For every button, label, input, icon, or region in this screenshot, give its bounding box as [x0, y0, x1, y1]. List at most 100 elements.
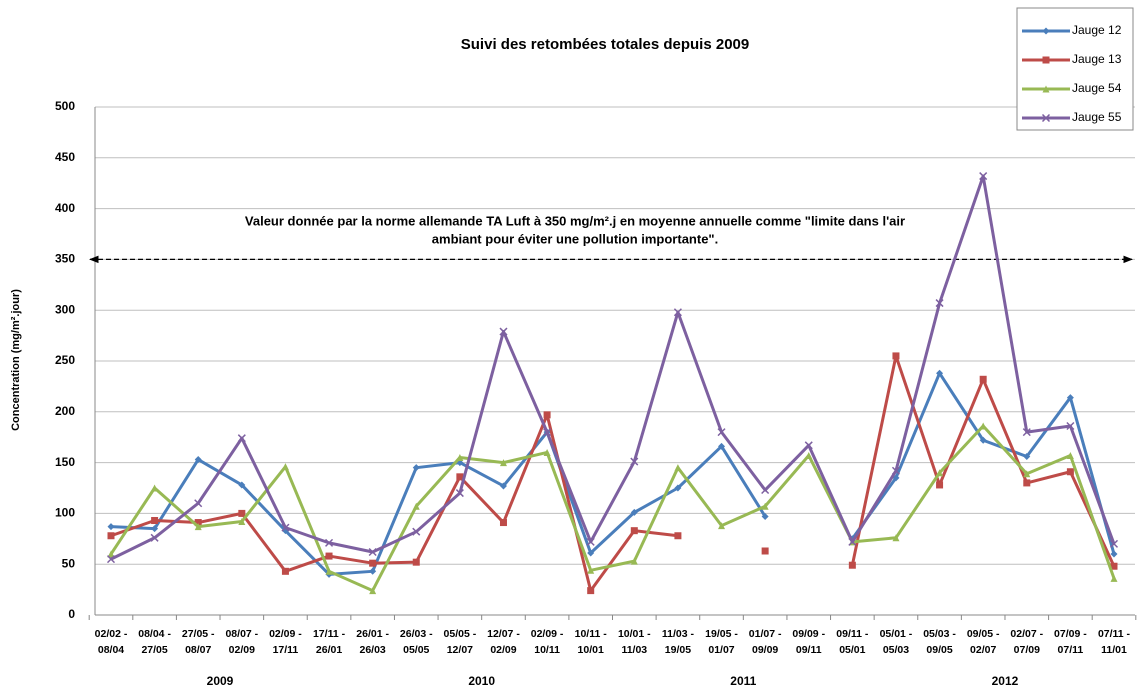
x-tick-label: 09/09 -: [792, 628, 825, 640]
point: [369, 559, 377, 567]
y-axis-label: Concentration (mg/m².jour): [10, 289, 22, 431]
point: [587, 549, 595, 557]
x-tick-label: 07/09 -: [1054, 628, 1087, 640]
point: [107, 550, 115, 558]
x-tick-label: 02/02 -: [95, 628, 128, 640]
point: [1041, 113, 1051, 123]
point: [543, 448, 551, 456]
point: [456, 454, 464, 462]
point: [1109, 539, 1119, 548]
x-tick-label: 09/05: [926, 644, 952, 656]
point: [368, 547, 377, 557]
x-tick-label: 05/01 -: [880, 628, 913, 640]
point: [848, 537, 857, 546]
point: [151, 484, 159, 492]
y-tick-label: 50: [62, 556, 76, 570]
x-tick-label: 10/01 -: [618, 628, 651, 640]
x-tick-label: 08/07 -: [225, 628, 258, 640]
point: [281, 567, 289, 575]
point: [369, 587, 377, 595]
series-line: [110, 174, 1116, 561]
point: [936, 469, 944, 477]
point: [151, 525, 159, 533]
point: [237, 434, 246, 443]
point: [586, 537, 595, 546]
x-tick-label: 09/11 -: [836, 628, 869, 640]
point: [238, 481, 246, 489]
x-tick-label: 08/07: [185, 644, 211, 656]
point: [979, 422, 987, 430]
point: [499, 482, 507, 490]
x-tick-label: 26/03 -: [400, 628, 433, 640]
series-line: [109, 424, 1116, 593]
x-tick-label: 26/01: [316, 644, 342, 656]
x-tick-label: 07/11: [1058, 644, 1084, 656]
x-tick-label: 09/09: [752, 644, 778, 656]
x-tick-label: 05/05 -: [444, 628, 477, 640]
point: [151, 517, 159, 525]
point: [107, 523, 115, 531]
point: [238, 518, 246, 526]
point: [674, 484, 682, 492]
point: [1110, 574, 1118, 582]
y-tick-label: 400: [55, 201, 75, 215]
y-tick-label: 500: [55, 99, 75, 113]
point: [718, 442, 726, 450]
point: [499, 459, 507, 467]
x-tick-label: 11/03 -: [662, 628, 695, 640]
point: [412, 464, 420, 472]
x-tick-label: 07/11 -: [1098, 628, 1131, 640]
legend: [1016, 7, 1134, 131]
point: [979, 172, 988, 181]
x-tick-label: 12/07: [447, 644, 473, 656]
x-tick-label: 05/05: [403, 644, 429, 656]
series-line: [110, 371, 1116, 576]
x-tick-label: 11/03: [621, 644, 647, 656]
x-tick-label: 02/07: [970, 644, 996, 656]
x-tick-label: 02/09: [229, 644, 255, 656]
point: [761, 547, 769, 555]
x-tick-label: 02/09: [490, 644, 516, 656]
point: [761, 486, 770, 495]
legend-label: Jauge 13: [1072, 52, 1122, 66]
point: [106, 555, 116, 564]
point: [194, 519, 202, 527]
point: [630, 527, 638, 535]
x-tick-label: 01/07 -: [749, 628, 782, 640]
point: [150, 533, 159, 542]
point: [543, 411, 551, 419]
point: [194, 499, 203, 508]
point: [630, 557, 638, 565]
point: [717, 428, 726, 437]
group-label: 2012: [992, 674, 1019, 688]
point: [630, 508, 638, 516]
point: [194, 523, 202, 531]
point: [1066, 394, 1074, 402]
x-tick-label: 12/07 -: [487, 628, 520, 640]
x-tick-label: 09/11: [796, 644, 822, 656]
x-tick-label: 17/11: [273, 644, 299, 656]
point: [587, 566, 595, 574]
point: [1042, 56, 1050, 64]
y-tick-label: 0: [68, 607, 75, 621]
point: [1110, 550, 1118, 558]
point: [936, 369, 944, 377]
point: [238, 509, 246, 517]
x-tick-label: 05/03: [883, 644, 909, 656]
x-tick-label: 02/09 -: [531, 628, 564, 640]
point: [412, 558, 420, 566]
point: [891, 466, 900, 475]
point: [892, 534, 900, 542]
legend-label: Jauge 12: [1072, 23, 1122, 37]
point: [325, 567, 333, 575]
x-tick-label: 10/11 -: [575, 628, 608, 640]
x-tick-label: 08/04 -: [138, 628, 171, 640]
x-tick-label: 17/11 -: [313, 628, 346, 640]
legend-label: Jauge 55: [1072, 110, 1122, 124]
y-tick-label: 100: [55, 506, 75, 520]
point: [1066, 451, 1074, 459]
point: [674, 464, 682, 472]
x-tick-label: 10/11: [534, 644, 560, 656]
y-tick-label: 150: [55, 455, 75, 469]
point: [325, 538, 334, 547]
